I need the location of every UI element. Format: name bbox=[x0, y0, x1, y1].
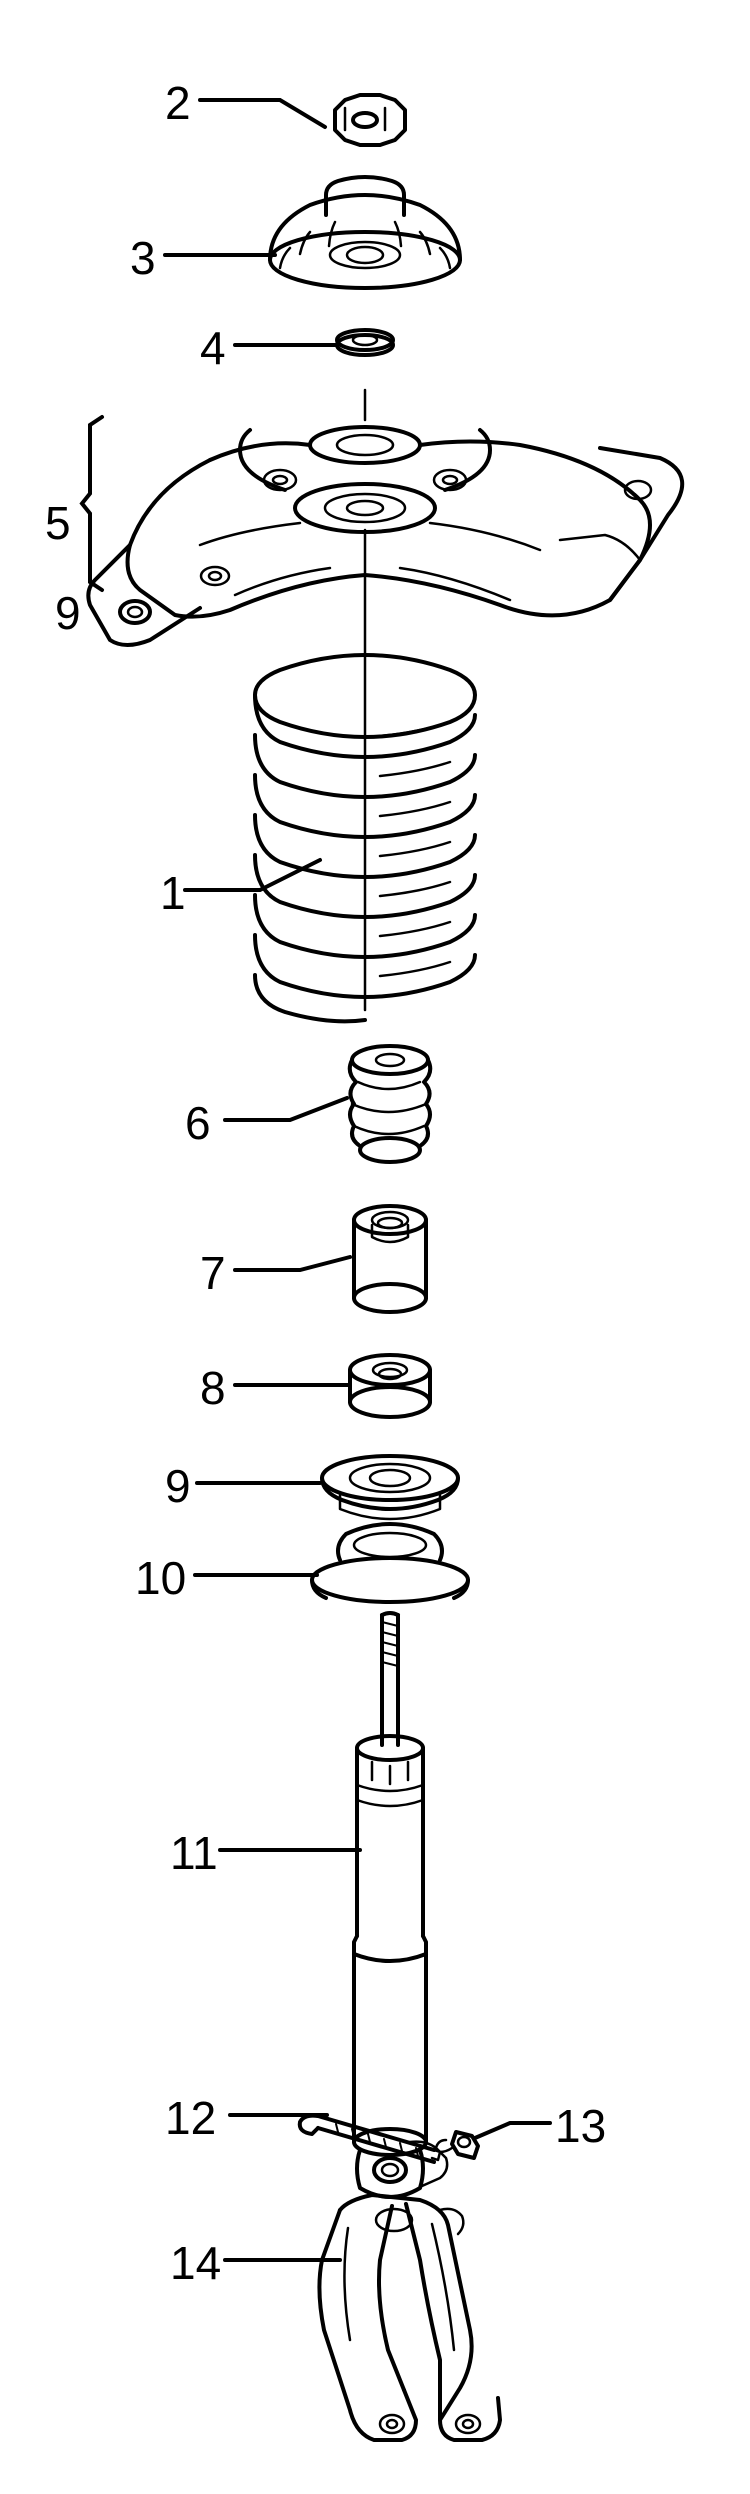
callout-4: 4 bbox=[200, 325, 226, 371]
exploded-view-svg bbox=[0, 0, 750, 2494]
callout-13: 13 bbox=[555, 2103, 606, 2149]
part-bushing bbox=[350, 1355, 430, 1417]
part-washer bbox=[337, 330, 393, 355]
part-shock-absorber bbox=[354, 1613, 447, 2197]
part-upper-mount bbox=[270, 177, 460, 288]
callout-5: 5 bbox=[45, 500, 71, 546]
part-bolt bbox=[300, 2116, 440, 2162]
callout-12: 12 bbox=[165, 2095, 216, 2141]
callout-2: 2 bbox=[165, 80, 191, 126]
callout-1: 1 bbox=[160, 870, 186, 916]
callout-8: 8 bbox=[200, 1365, 226, 1411]
part-bump-stop bbox=[350, 1046, 431, 1162]
callout-14: 14 bbox=[170, 2240, 221, 2286]
part-dust-cap bbox=[312, 1524, 468, 1602]
diagram-page: 2 34 5 9 1 6 7 8 9 10 11 12 13 14 bbox=[0, 0, 750, 2494]
part-lower-fork bbox=[319, 2195, 500, 2440]
callout-11: 11 bbox=[170, 1830, 218, 1876]
callout-9: 9 bbox=[55, 590, 81, 636]
part-spring-seat-lower bbox=[322, 1456, 458, 1519]
part-sleeve bbox=[354, 1206, 426, 1312]
callout-7: 7 bbox=[200, 1250, 226, 1296]
callout-6: 6 bbox=[185, 1100, 211, 1146]
callout-9b: 9 bbox=[165, 1463, 191, 1509]
callout-10: 10 bbox=[135, 1555, 186, 1601]
callout-3: 3 bbox=[130, 235, 156, 281]
part-crossmember bbox=[88, 390, 682, 645]
part-top-nut bbox=[335, 95, 405, 145]
